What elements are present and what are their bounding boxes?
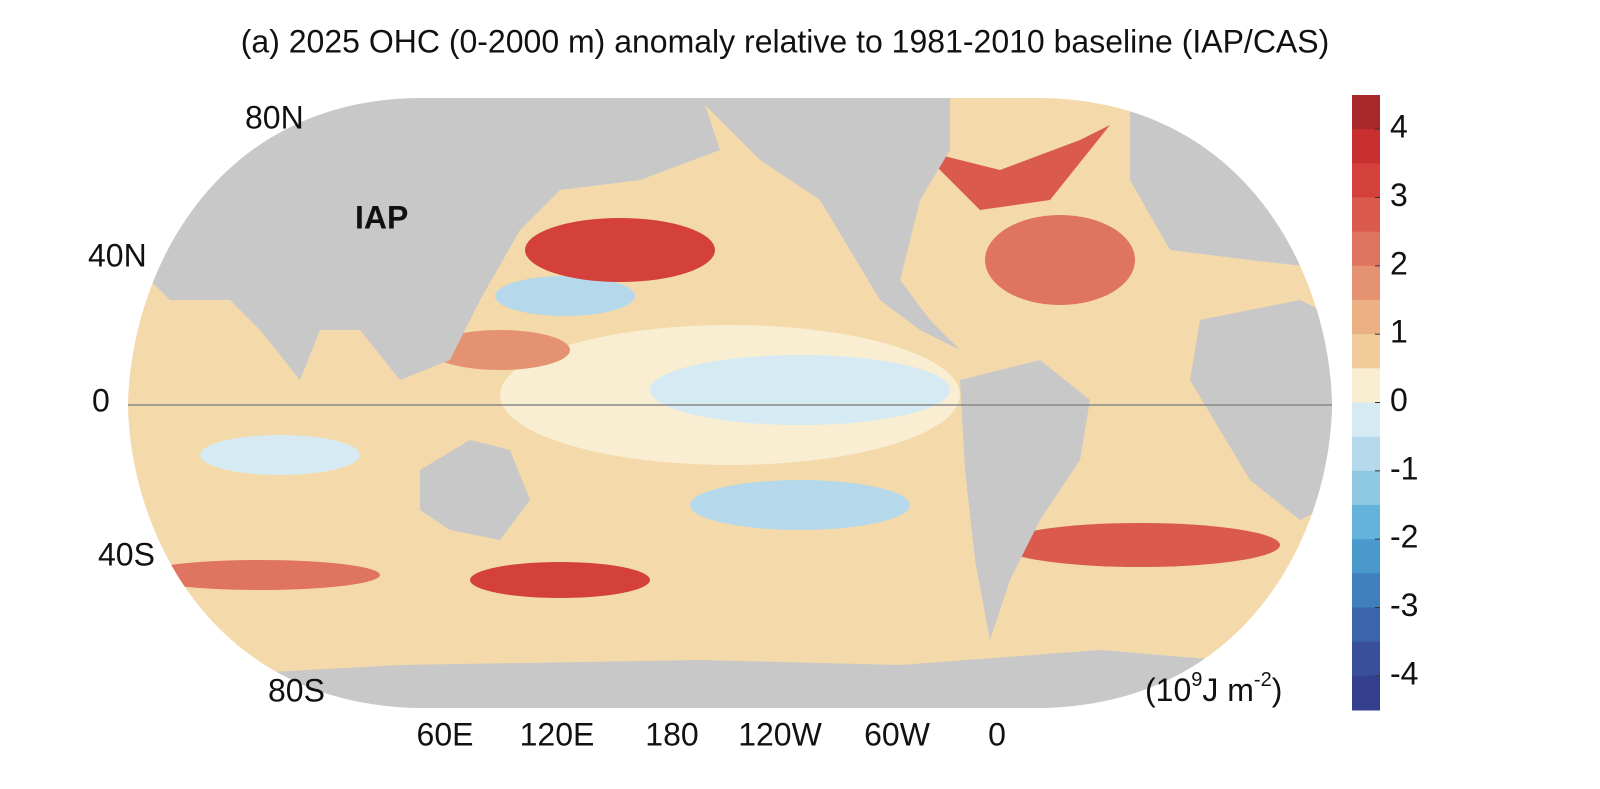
colorbar-band [1352, 436, 1380, 472]
colorbar-tick-label: 0 [1390, 382, 1408, 418]
colorbar-band [1352, 539, 1380, 574]
lat-label: 40N [88, 237, 147, 273]
colorbar-band [1352, 505, 1380, 540]
lon-label: 60E [417, 716, 474, 752]
lat-label: 80N [245, 99, 304, 135]
colorbar: 4 3 2 1 0 -1 -2 -3 -4 [1352, 95, 1418, 711]
colorbar-tick-label: 2 [1390, 245, 1408, 281]
units-part: (10 [1145, 672, 1191, 708]
anomaly-area [920, 125, 1110, 210]
colorbar-band [1352, 231, 1380, 267]
australia [420, 440, 530, 540]
eurasia [130, 98, 720, 380]
dataset-label: IAP [355, 199, 408, 235]
colorbar-tick-label: 3 [1390, 177, 1408, 213]
anomaly-area [430, 330, 570, 370]
lat-label: 40S [98, 536, 155, 572]
colorbar-band [1352, 470, 1380, 506]
anomaly-area [690, 480, 910, 530]
colorbar-band [1352, 265, 1380, 301]
south-america [960, 360, 1090, 640]
lon-label: 120W [738, 716, 822, 752]
anomaly-area [470, 562, 650, 598]
lon-label: 0 [988, 716, 1006, 752]
anomaly-area [200, 435, 360, 475]
colorbar-band [1352, 368, 1380, 403]
lon-labels: 60E 120E 180 120W 60W 0 [417, 716, 1006, 752]
lat-label: 80S [268, 672, 325, 708]
anomaly-area [525, 218, 715, 282]
anomaly-area [985, 215, 1135, 305]
colorbar-tick-label: -2 [1390, 519, 1418, 555]
map [128, 98, 1332, 708]
anomaly-area [650, 355, 950, 425]
colorbar-band [1352, 300, 1380, 335]
units-part: ) [1272, 672, 1283, 708]
colorbar-tick-label: 1 [1390, 314, 1408, 350]
colorbar-band [1352, 607, 1380, 643]
lat-labels: 80N 40N 0 40S 80S [88, 99, 325, 708]
units: (109J m-2) [1145, 669, 1282, 708]
colorbar-band [1352, 129, 1380, 164]
colorbar-band [1352, 402, 1380, 438]
colorbar-band [1352, 334, 1380, 369]
colorbar-band [1352, 573, 1380, 608]
colorbar-tick-label: -1 [1390, 450, 1418, 486]
antarctica [128, 650, 1332, 708]
colorbar-tick-label: -3 [1390, 587, 1418, 623]
colorbar-tick-label: 4 [1390, 109, 1408, 145]
units-part: 9 [1191, 669, 1202, 691]
lon-label: 180 [645, 716, 698, 752]
colorbar-band [1352, 197, 1380, 233]
units-part: J m [1202, 672, 1254, 708]
anomaly-area [1000, 523, 1280, 567]
colorbar-band [1352, 641, 1380, 677]
anomaly-area [495, 276, 635, 316]
units-part: -2 [1254, 669, 1272, 691]
lon-label: 120E [520, 716, 595, 752]
lon-label: 60W [864, 716, 931, 752]
anomaly-area [140, 560, 380, 590]
africa [1190, 300, 1332, 520]
colorbar-band [1352, 95, 1380, 130]
colorbar-tick-label: -4 [1390, 655, 1418, 691]
north-america [690, 98, 960, 350]
title: (a) 2025 OHC (0-2000 m) anomaly relative… [241, 23, 1330, 59]
colorbar-band [1352, 675, 1380, 711]
colorbar-band [1352, 163, 1380, 198]
lat-label: 0 [92, 382, 110, 418]
